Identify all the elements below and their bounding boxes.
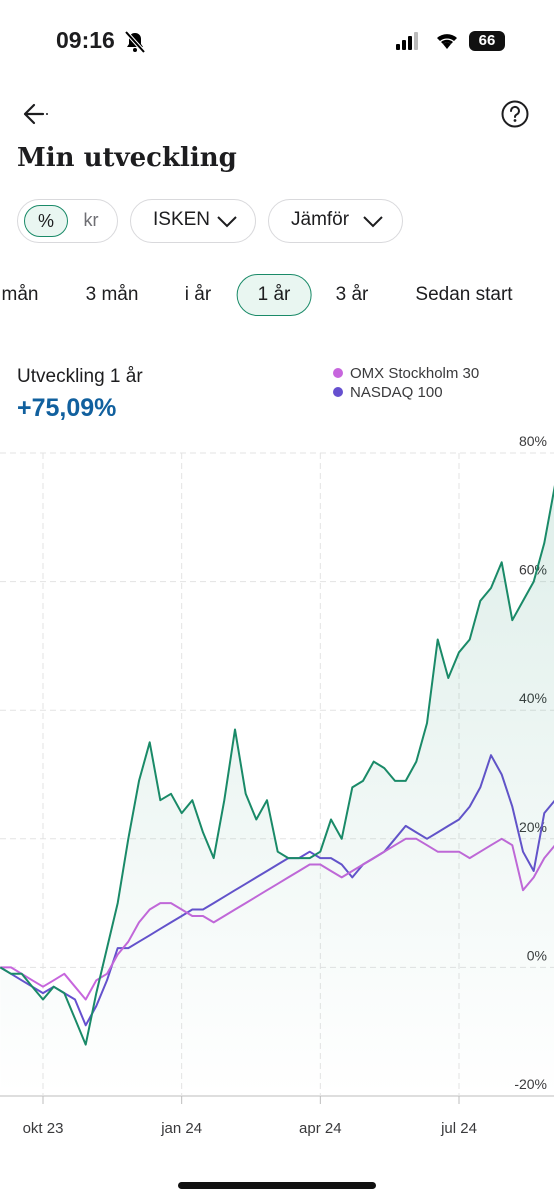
period-option[interactable]: mån [1, 284, 39, 305]
legend-marker [333, 387, 343, 397]
period-option[interactable]: i år [184, 284, 212, 305]
plot [0, 485, 554, 1096]
compare-label: Jämför [291, 209, 350, 230]
unit-option[interactable]: kr [83, 210, 99, 230]
account-dropdown[interactable] [130, 199, 256, 243]
legend-marker [333, 368, 343, 378]
chevron [363, 216, 383, 228]
x-tick-label: apr 24 [299, 1120, 342, 1137]
unit-option[interactable]: % [24, 205, 68, 237]
summary-label: Utveckling 1 år [17, 366, 143, 387]
page-title: Min utveckling [17, 143, 237, 173]
home-indicator [178, 1182, 376, 1189]
chevron [217, 216, 237, 228]
legend-label: NASDAQ 100 [350, 384, 443, 401]
back-button[interactable] [22, 102, 50, 126]
signal-icon [396, 32, 418, 50]
wifi-icon [437, 34, 457, 49]
summary-value: +75,09% [17, 394, 117, 422]
x-tick-label: jan 24 [160, 1120, 202, 1137]
x-tick-label: jul 24 [440, 1120, 477, 1137]
compare-dropdown[interactable] [268, 199, 403, 243]
y-tick-label: 80% [519, 433, 547, 449]
period-option[interactable]: 3 år [335, 284, 369, 305]
unit-toggle [17, 199, 118, 243]
period-option[interactable]: 3 mån [85, 284, 139, 305]
account-label: ISKEN [153, 209, 211, 230]
series-line [0, 485, 554, 1046]
battery: 66 [469, 31, 505, 51]
area [0, 490, 554, 1096]
period-option[interactable]: Sedan start [415, 284, 513, 305]
legend-label: OMX Stockholm 30 [350, 365, 479, 382]
period-option[interactable]: 1 år [236, 274, 312, 316]
mute-icon [124, 30, 146, 54]
battery-level: 66 [478, 32, 496, 49]
x-tick-label: okt 23 [23, 1120, 64, 1137]
help-button[interactable] [500, 99, 530, 129]
status-time: 09:16 [56, 27, 115, 53]
